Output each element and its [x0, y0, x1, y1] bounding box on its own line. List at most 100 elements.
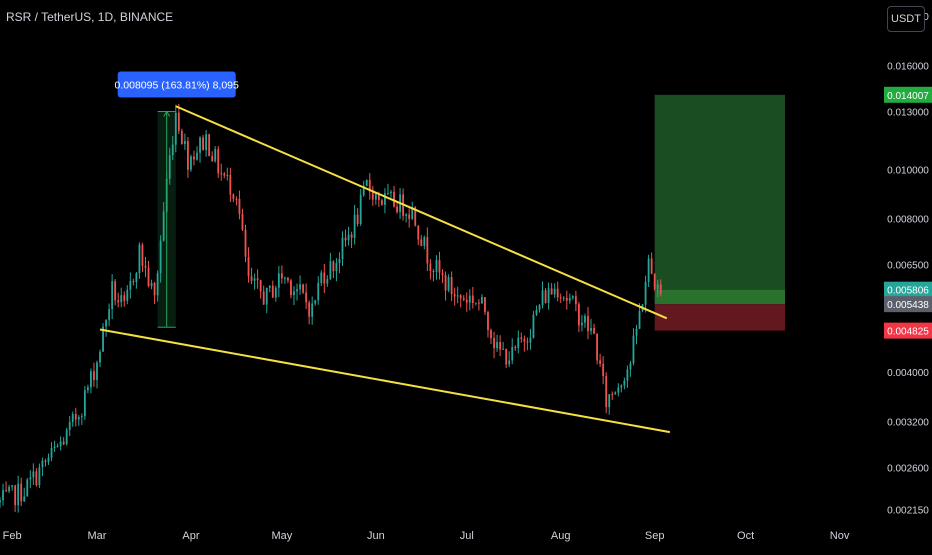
candle-body — [635, 328, 638, 336]
candle-body — [499, 341, 502, 350]
y-tick-label: 0.002150 — [887, 505, 929, 516]
candle-body — [126, 289, 129, 301]
candle-body — [614, 392, 617, 395]
candle-body — [44, 460, 47, 462]
candle-body — [150, 282, 153, 287]
candle-body — [332, 261, 335, 272]
candle-body — [226, 174, 229, 176]
candle-body — [299, 284, 301, 290]
price-label-text: 0.005806 — [887, 286, 929, 297]
candle-body — [102, 326, 104, 352]
candle-body — [474, 302, 477, 304]
candle-body — [408, 214, 411, 219]
candle-body — [374, 193, 377, 200]
candle-body — [459, 295, 462, 299]
candle-body — [471, 295, 474, 303]
candle-body — [283, 277, 286, 279]
candle-body — [80, 416, 83, 418]
candle-body — [71, 414, 74, 422]
candle-body — [559, 297, 562, 299]
candle-body — [344, 237, 347, 241]
candle-body — [496, 341, 498, 349]
profit-zone — [654, 289, 786, 305]
candle-body — [214, 149, 217, 162]
candle-body — [341, 237, 344, 260]
candle-body — [599, 360, 602, 364]
candle-body — [650, 258, 653, 274]
trendline-lower[interactable] — [99, 328, 671, 434]
candle-body — [490, 330, 492, 339]
candle-body — [180, 130, 183, 145]
candle-body — [535, 309, 538, 315]
y-tick-label: 0.002600 — [887, 463, 929, 474]
candle-body — [371, 191, 374, 200]
candle-body — [268, 285, 271, 288]
candle-body — [520, 337, 523, 339]
currency-button[interactable]: USDT — [887, 6, 925, 32]
candle-body — [114, 281, 117, 301]
candle-body — [396, 206, 398, 213]
candle-body — [277, 273, 280, 288]
candle-body — [387, 193, 389, 195]
x-tick-label: Jun — [367, 530, 385, 542]
candle-body — [123, 295, 126, 301]
candle-body — [602, 363, 605, 377]
candle-body — [562, 297, 565, 299]
candle-body — [377, 193, 380, 201]
candle-body — [314, 300, 317, 304]
candle-body — [2, 490, 4, 501]
candle-body — [23, 496, 26, 502]
candle-body — [362, 185, 365, 196]
candle-body — [26, 479, 29, 497]
candle-body — [38, 467, 41, 486]
candle-body — [199, 137, 201, 153]
candle-body — [323, 272, 326, 284]
candle-body — [111, 281, 114, 310]
candle-body — [74, 414, 77, 420]
candle-body — [174, 112, 177, 145]
candle-body — [280, 273, 283, 279]
candle-body — [132, 281, 135, 283]
y-tick-label: 0.008000 — [887, 215, 929, 226]
candle-body — [8, 486, 11, 492]
price-label-text: 0.014007 — [887, 91, 929, 102]
candle-body — [211, 156, 214, 162]
candle-body — [484, 297, 486, 313]
candle-body — [83, 390, 86, 417]
y-tick-label: 0.006500 — [887, 261, 929, 272]
candle-body — [541, 290, 544, 306]
candle-body — [290, 280, 292, 296]
candle-body — [302, 284, 305, 293]
candle-body — [153, 282, 156, 296]
candle-body — [596, 333, 599, 361]
trendline-upper[interactable] — [175, 105, 668, 320]
candle-body — [232, 194, 235, 199]
candle-body — [183, 141, 186, 145]
candle-body — [420, 239, 423, 246]
candle-body — [647, 258, 650, 282]
candle-body — [205, 134, 208, 150]
candle-body — [241, 213, 244, 230]
candle-body — [287, 277, 289, 281]
y-tick-label: 0.004000 — [887, 368, 929, 379]
candle-body — [244, 229, 247, 257]
candle-body — [99, 351, 101, 363]
candle-body — [517, 337, 520, 348]
x-tick-label: Mar — [88, 530, 107, 542]
candle-body — [32, 471, 35, 478]
candle-body — [380, 200, 383, 205]
candle-body — [429, 263, 432, 271]
candle-body — [141, 244, 144, 266]
candle-body — [135, 273, 138, 283]
candle-body — [644, 281, 647, 305]
candle-body — [250, 276, 253, 281]
candle-body — [356, 214, 359, 224]
candle-body — [450, 277, 453, 295]
x-tick-label: Aug — [551, 530, 571, 542]
x-tick-label: Nov — [830, 530, 850, 542]
candle-body — [159, 240, 162, 274]
candle-body — [617, 387, 620, 393]
candle-body — [414, 207, 417, 226]
